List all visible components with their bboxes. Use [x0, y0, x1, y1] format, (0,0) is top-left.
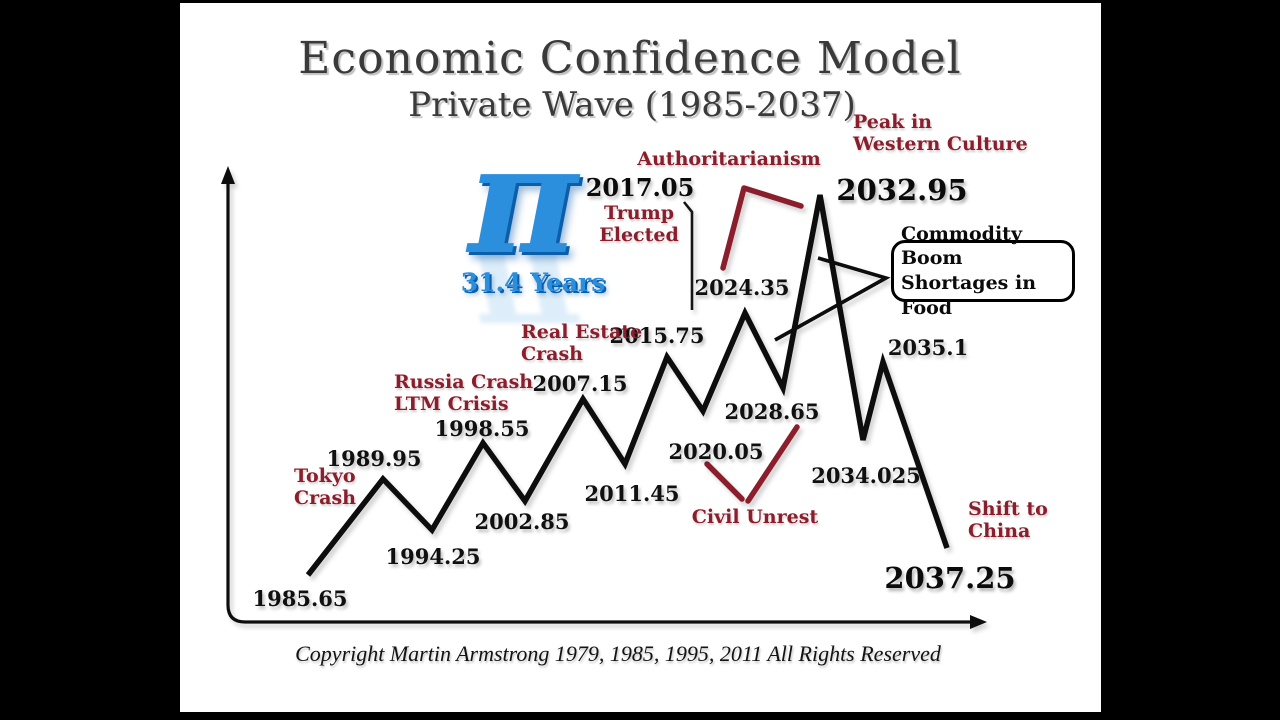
date-label: 2037.25	[884, 561, 1016, 595]
event-label: Shift to China	[968, 498, 1048, 542]
date-label: 2015.75	[609, 323, 705, 348]
date-label: 2011.45	[584, 481, 680, 506]
chart-subtitle: Private Wave (1985-2037)	[408, 85, 856, 125]
date-label: 2032.95	[836, 173, 968, 207]
copyright-text: Copyright Martin Armstrong 1979, 1985, 1…	[295, 641, 941, 666]
commodity-callout-box: Commodity Boom Shortages in Food	[891, 223, 1075, 319]
event-label: Russia Crash LTM Crisis	[394, 371, 534, 415]
event-label: Peak in Western Culture	[853, 111, 1028, 155]
date-label: 1989.95	[326, 446, 422, 471]
date-label: 1998.55	[434, 416, 530, 441]
trump-pointer-line	[682, 201, 694, 310]
chart-title: Economic Confidence Model	[298, 33, 962, 84]
chart-canvas-panel	[180, 3, 1101, 712]
date-label: 2028.65	[724, 399, 820, 424]
date-label: 2020.05	[668, 439, 764, 464]
date-label: 2007.15	[532, 371, 628, 396]
commodity-pointer-lines	[774, 256, 891, 342]
date-label: 1985.65	[252, 586, 348, 611]
event-label: Civil Unrest	[691, 506, 819, 528]
event-label: Authoritarianism	[637, 148, 821, 170]
y-axis-arrow-icon	[221, 166, 235, 184]
date-label: 2035.1	[887, 335, 969, 360]
date-label: 2017.05	[585, 173, 695, 202]
authoritarianism-pointer	[720, 185, 804, 271]
commodity-callout-line1: Commodity Boom	[901, 222, 1022, 270]
event-label: Real Estate Crash	[521, 321, 643, 365]
event-label: Trump Elected	[599, 202, 679, 246]
axis-line	[226, 178, 974, 624]
pi-period-label: 31.4 Years	[460, 268, 606, 297]
pi-symbol: π	[468, 112, 578, 288]
date-label: 2024.35	[694, 275, 790, 300]
event-label: Tokyo Crash	[294, 465, 356, 509]
ecm-wave-line	[305, 194, 950, 577]
date-label: 2002.85	[474, 509, 570, 534]
date-label: 1994.25	[385, 544, 481, 569]
x-axis-arrow-icon	[970, 615, 987, 629]
commodity-callout-line2: Shortages in Food	[901, 272, 1037, 319]
civil-unrest-pointer-right	[745, 424, 800, 504]
date-label: 2034.025	[811, 463, 921, 488]
civil-unrest-pointer-left	[704, 461, 745, 502]
